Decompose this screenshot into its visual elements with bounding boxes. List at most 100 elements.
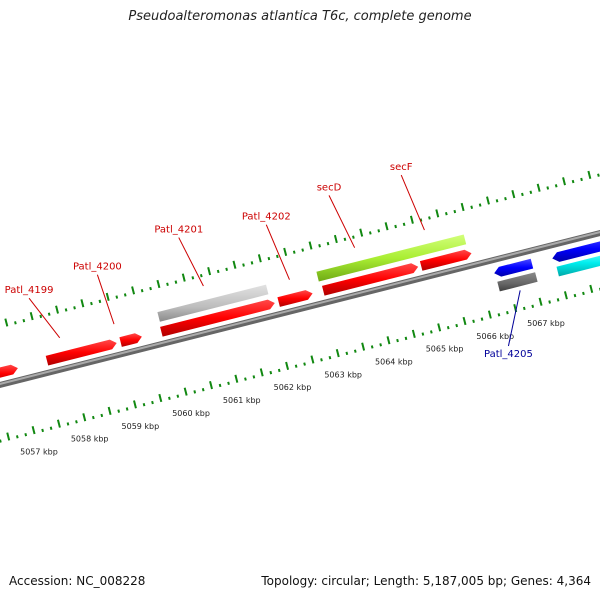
lower-scale-tick [320, 358, 323, 362]
lower-scale-tick [548, 300, 551, 304]
lower-scale-tick [151, 400, 154, 405]
lower-scale-tick [480, 317, 484, 321]
lower-scale-tick [75, 420, 78, 424]
scale-label: 5065 kbp [426, 345, 464, 354]
lower-scale-tick [117, 409, 121, 413]
lower-scale-tick [421, 332, 425, 336]
scale-label: 5060 kbp [172, 409, 210, 418]
upper-scale-tick [597, 173, 600, 177]
accession-text: Accession: NC_008228 [9, 574, 146, 588]
gene-label-leader [400, 174, 425, 231]
map-title: Pseudoalteromonas atlantica T6c, complet… [128, 9, 472, 24]
lower-scale-tick [455, 323, 459, 328]
lower-scale-tick [244, 377, 247, 381]
upper-scale-tick [225, 267, 228, 271]
scale-label: 5063 kbp [324, 370, 362, 379]
cds-arrow-secf [419, 249, 472, 271]
lower-scale-tick [218, 383, 222, 388]
scale-label: 5057 kbp [20, 447, 58, 456]
upper-scale-tick [333, 234, 338, 244]
genome-summary-text: Topology: circular; Length: 5,187,005 bp… [261, 574, 591, 588]
upper-scale-tick [377, 229, 381, 233]
upper-scale-tick [39, 314, 43, 319]
cds-arrow-secd [322, 263, 419, 296]
upper-scale-tick [301, 248, 305, 252]
lower-scale-tick [0, 439, 2, 443]
lower-scale-tick [472, 319, 475, 323]
upper-scale-tick [359, 228, 364, 237]
upper-scale-tick [242, 263, 245, 267]
lower-scale-tick [361, 342, 366, 351]
upper-scale-tick [445, 211, 448, 216]
lower-scale-tick [396, 338, 399, 343]
scale-label: 5062 kbp [274, 383, 312, 392]
upper-scale-tick [199, 274, 203, 278]
upper-scale-tick [318, 244, 321, 248]
lower-scale-tick [92, 415, 95, 420]
lower-scale-tick [487, 310, 492, 319]
upper-scale-tick [250, 261, 254, 265]
lower-scale-tick [531, 304, 535, 308]
lower-scale-tick [370, 345, 374, 349]
gene-label: Patl_4199 [5, 285, 54, 296]
upper-scale-tick [486, 196, 490, 205]
lower-scale-tick [538, 297, 543, 306]
lower-scale-tick [411, 329, 416, 338]
gene-label-leader [96, 274, 115, 325]
upper-scale-tick [216, 269, 220, 274]
upper-scale-tick [571, 179, 575, 184]
lower-scale-tick [462, 316, 467, 326]
upper-scale-tick [504, 196, 507, 201]
operon-bar-secd-secf [316, 234, 467, 282]
scale-label: 5061 kbp [223, 396, 261, 405]
lower-scale-tick [328, 355, 332, 360]
cds-arrow-patl-4200 [119, 333, 142, 347]
cds-arrow-patl-4201 [160, 299, 275, 337]
upper-scale-tick [394, 224, 397, 229]
lower-scale-tick [379, 343, 382, 347]
lower-scale-tick [335, 348, 340, 358]
lower-scale-tick [353, 349, 357, 353]
lower-scale-tick [15, 435, 19, 439]
lower-scale-tick [234, 374, 239, 383]
lower-scale-tick [506, 311, 509, 315]
lower-scale-tick [582, 291, 585, 296]
upper-scale-tick [156, 279, 161, 289]
lower-scale-tick [49, 426, 53, 430]
upper-scale-tick [276, 254, 279, 259]
upper-scale-tick [22, 318, 26, 323]
upper-scale-tick [149, 286, 152, 291]
gene-label-leader [178, 237, 204, 287]
upper-scale-tick [352, 235, 355, 239]
upper-scale-tick [123, 293, 127, 297]
upper-scale-tick [478, 203, 482, 207]
lower-scale-tick [209, 381, 213, 390]
lower-scale-tick [56, 419, 61, 428]
cds-arrow-reverse [552, 241, 600, 262]
rna-bar [556, 255, 600, 277]
scale-label: 5058 kbp [71, 435, 109, 444]
lower-scale-tick [404, 336, 408, 341]
scale-label: 5059 kbp [122, 422, 160, 431]
upper-scale-tick [98, 299, 102, 304]
upper-scale-tick [14, 321, 17, 325]
upper-scale-tick [166, 282, 169, 286]
gene-label: Patl_4205 [484, 349, 533, 360]
lower-scale-tick [430, 330, 433, 334]
upper-scale-tick [402, 222, 406, 227]
cds-arrow-patl-4202 [277, 290, 313, 307]
upper-scale-tick [105, 292, 110, 301]
upper-scale-tick [55, 305, 59, 314]
lower-scale-tick [556, 298, 560, 302]
lower-scale-tick [310, 355, 315, 364]
upper-scale-tick [47, 312, 51, 316]
upper-scale-tick [587, 170, 592, 179]
upper-scale-tick [460, 202, 465, 212]
lower-scale-tick [303, 362, 306, 366]
lower-scale-tick [573, 293, 577, 298]
upper-scale-tick [546, 186, 550, 190]
upper-scale-tick [580, 177, 583, 182]
upper-scale-tick [495, 199, 499, 203]
lower-scale-tick [285, 361, 290, 371]
